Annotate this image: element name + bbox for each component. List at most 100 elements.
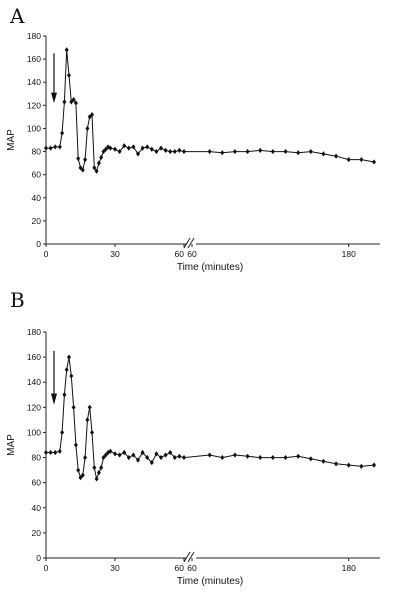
y-tick-label: 60 xyxy=(32,478,42,488)
axes-a xyxy=(45,36,380,249)
y-tick-label: 40 xyxy=(32,193,42,203)
data-point xyxy=(207,452,212,458)
chart-panel-b: B MAP Time (minutes) 0 20 40 60 80 100 120 140 1… xyxy=(6,288,380,587)
data-point xyxy=(149,146,154,152)
x-tick-label: 180 xyxy=(342,563,356,573)
data-point xyxy=(308,148,313,155)
x-tick-label: 30 xyxy=(110,249,120,259)
data-point xyxy=(94,476,99,482)
data-point xyxy=(101,148,106,155)
data-point xyxy=(172,148,177,155)
data-point xyxy=(346,157,351,163)
data-point xyxy=(283,454,288,461)
data-point xyxy=(73,100,78,106)
data-point xyxy=(44,145,48,151)
data-point xyxy=(122,449,127,456)
data-point xyxy=(62,99,67,105)
y-tick-label: 60 xyxy=(32,170,42,180)
x-axis-label-a: Time (minutes) xyxy=(177,262,243,273)
data-point xyxy=(270,454,275,461)
data-point xyxy=(113,146,117,152)
data-point xyxy=(258,454,263,461)
data-point xyxy=(159,145,163,151)
data-point xyxy=(96,470,101,476)
x-tick-label: 0 xyxy=(44,563,49,573)
x-ticks-a: 0 30 60 60 180 xyxy=(44,244,356,259)
data-point xyxy=(359,157,364,163)
series-line xyxy=(46,357,375,481)
data-point xyxy=(69,373,74,379)
y-ticks-a: 0 20 40 60 80 100 120 140 160 180 xyxy=(27,31,46,249)
data-point xyxy=(245,148,250,155)
data-point xyxy=(53,449,58,456)
data-point xyxy=(140,449,145,456)
data-point xyxy=(207,148,212,155)
x-tick-label: 60 xyxy=(175,563,185,573)
y-axis-label-a: MAP xyxy=(6,129,17,151)
axis-break-mark xyxy=(183,237,191,249)
data-point xyxy=(308,456,313,462)
y-tick-label: 40 xyxy=(32,503,42,513)
data-point xyxy=(48,145,53,151)
data-point xyxy=(99,465,104,471)
y-ticks-b: 0 20 40 60 80 100 120 140 160 180 xyxy=(27,327,46,563)
data-point xyxy=(177,453,182,459)
data-point xyxy=(92,465,97,471)
x-axis-label-b: Time (minutes) xyxy=(177,576,243,587)
data-point xyxy=(126,145,131,151)
data-point xyxy=(103,452,108,458)
y-tick-label: 0 xyxy=(36,239,41,249)
x-tick-label: 60 xyxy=(187,563,197,573)
data-point xyxy=(87,114,92,120)
y-tick-label: 0 xyxy=(36,553,41,563)
x-tick-label: 30 xyxy=(110,563,120,573)
x-tick-label: 60 xyxy=(187,249,197,259)
data-point xyxy=(296,453,301,459)
y-tick-label: 120 xyxy=(27,100,41,110)
data-point xyxy=(159,454,163,461)
data-point xyxy=(145,144,150,150)
data-point xyxy=(87,404,92,410)
axis-break-mark xyxy=(183,551,191,563)
data-point xyxy=(270,148,275,155)
data-point xyxy=(62,392,67,398)
data-point xyxy=(76,467,81,473)
data-point xyxy=(83,454,88,461)
data-point xyxy=(48,449,53,456)
panel-letter-b: B xyxy=(10,288,25,312)
data-point xyxy=(168,449,173,456)
y-tick-label: 180 xyxy=(27,31,41,41)
data-point xyxy=(172,454,177,461)
data-point xyxy=(131,144,136,150)
x-tick-label: 60 xyxy=(175,249,185,259)
y-tick-label: 80 xyxy=(32,147,42,157)
data-point xyxy=(99,154,104,160)
data-point xyxy=(359,463,364,469)
data-point xyxy=(117,452,122,458)
data-point xyxy=(78,165,83,171)
y-tick-label: 160 xyxy=(27,352,41,362)
data-point xyxy=(90,429,94,436)
data-point xyxy=(80,167,85,173)
chart-panel-a: A MAP Time (minutes) 0 20 40 60 80 100 120 140 1… xyxy=(6,4,380,273)
data-point xyxy=(71,404,76,410)
y-tick-label: 20 xyxy=(32,216,42,226)
data-point xyxy=(182,148,186,155)
data-point xyxy=(145,454,150,461)
data-point xyxy=(321,458,326,464)
data-point xyxy=(140,145,145,151)
data-point xyxy=(220,150,225,156)
y-tick-label: 140 xyxy=(27,377,41,387)
data-point xyxy=(67,72,71,78)
series-b xyxy=(44,354,376,482)
y-tick-label: 180 xyxy=(27,327,41,337)
data-point xyxy=(96,160,101,166)
data-point xyxy=(71,96,76,103)
data-point xyxy=(122,143,127,149)
axes-b xyxy=(45,332,380,563)
data-point xyxy=(321,151,326,157)
data-point xyxy=(334,461,339,467)
data-point xyxy=(69,99,74,105)
data-point xyxy=(103,146,108,152)
data-point xyxy=(60,130,65,136)
